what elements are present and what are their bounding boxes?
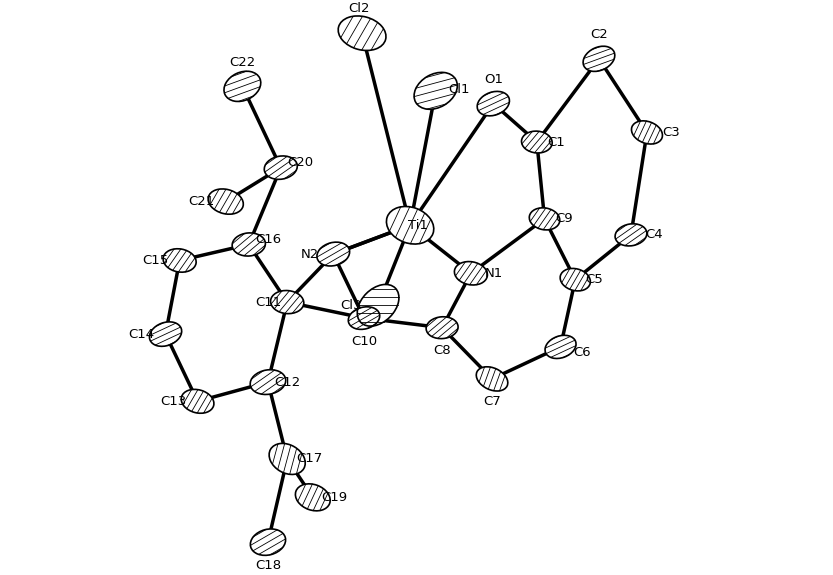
Text: C9: C9 [555,212,572,225]
Text: Cl3: Cl3 [341,299,362,312]
Ellipse shape [348,307,380,329]
Ellipse shape [232,233,266,256]
Ellipse shape [414,72,457,109]
Ellipse shape [476,367,508,391]
Ellipse shape [521,131,552,153]
Ellipse shape [357,285,399,326]
Text: C12: C12 [274,375,301,389]
Ellipse shape [296,484,330,511]
Text: Cl1: Cl1 [448,83,470,96]
Ellipse shape [338,16,386,51]
Text: C3: C3 [662,126,681,139]
Ellipse shape [529,208,560,230]
Text: C2: C2 [590,28,608,41]
Ellipse shape [224,71,261,101]
Ellipse shape [477,91,510,116]
Ellipse shape [182,389,214,413]
Ellipse shape [163,249,196,272]
Ellipse shape [250,370,286,394]
Text: C8: C8 [433,344,451,357]
Text: C22: C22 [229,56,256,68]
Text: C21: C21 [188,195,215,208]
Ellipse shape [560,269,591,291]
Text: C7: C7 [483,396,501,408]
Text: Cl2: Cl2 [348,2,370,16]
Ellipse shape [631,121,662,144]
Ellipse shape [545,335,576,358]
Ellipse shape [615,224,647,246]
Ellipse shape [264,156,297,179]
Text: C4: C4 [646,228,663,242]
Text: C6: C6 [573,346,591,359]
Text: C17: C17 [296,453,322,465]
Ellipse shape [251,529,286,555]
Ellipse shape [317,242,350,266]
Text: C15: C15 [142,254,168,267]
Ellipse shape [269,443,305,474]
Text: C18: C18 [255,559,281,572]
Ellipse shape [271,290,304,313]
Text: Ti1: Ti1 [408,218,428,232]
Text: C20: C20 [287,156,313,169]
Text: C1: C1 [547,136,565,148]
Text: C10: C10 [351,335,377,348]
Text: O1: O1 [484,73,503,86]
Text: C14: C14 [128,328,154,340]
Ellipse shape [583,46,615,71]
Ellipse shape [149,322,182,346]
Ellipse shape [387,206,434,244]
Text: C11: C11 [255,296,281,309]
Ellipse shape [208,189,243,214]
Text: C16: C16 [255,233,281,246]
Text: N2: N2 [301,248,319,260]
Ellipse shape [426,317,458,339]
Text: N1: N1 [485,267,503,280]
Text: C19: C19 [322,491,347,504]
Text: C13: C13 [160,395,187,408]
Ellipse shape [455,262,487,285]
Text: C5: C5 [586,273,603,286]
